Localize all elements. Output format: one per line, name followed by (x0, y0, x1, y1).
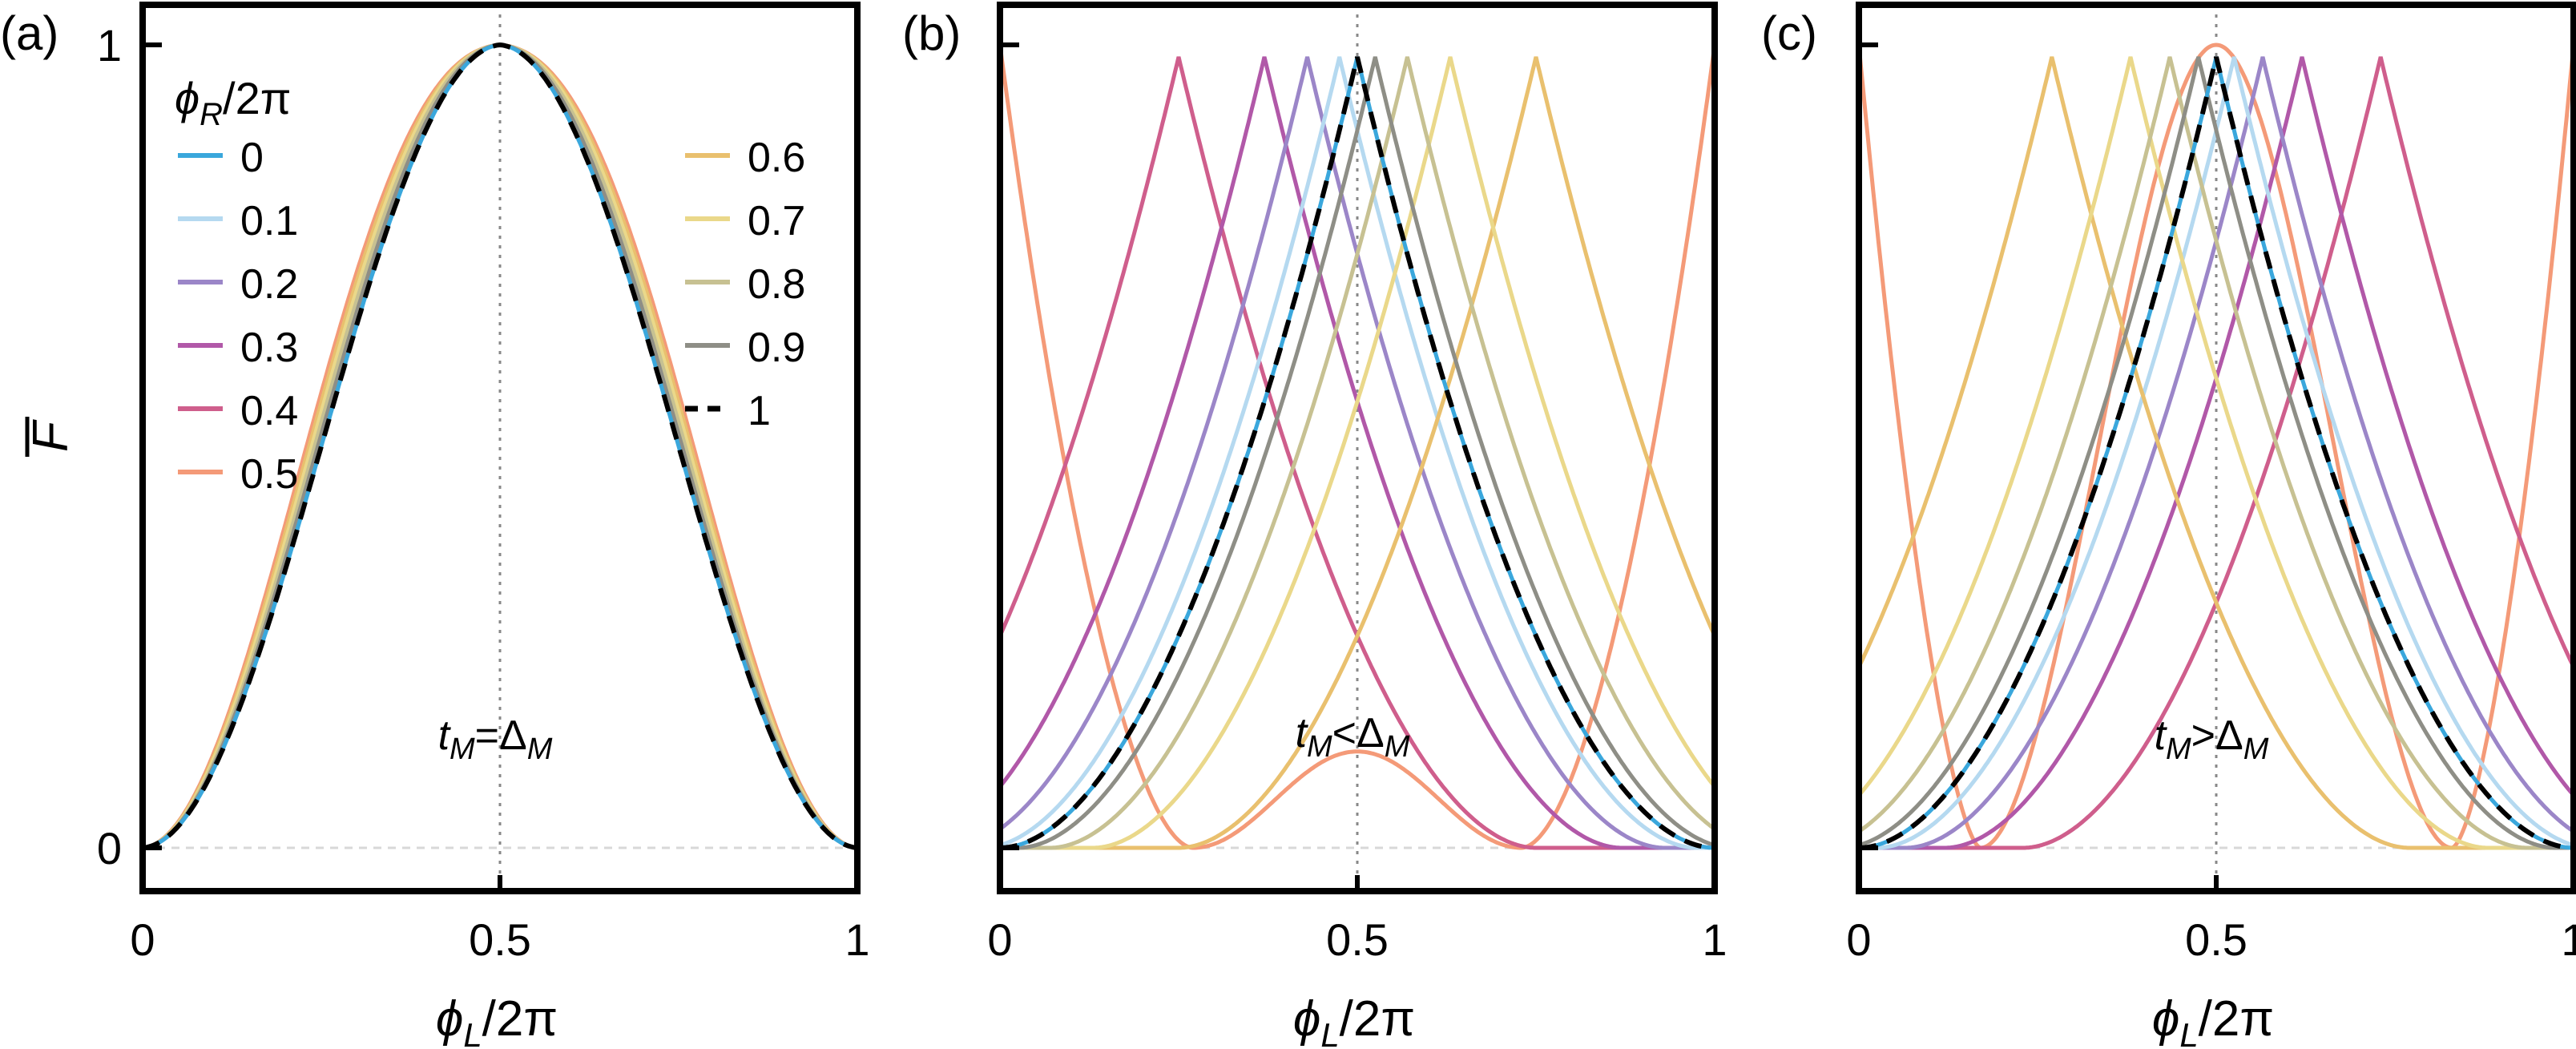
legend-item-0.8: 0.8 (685, 261, 805, 308)
condition-annotation: tM=ΔM (438, 712, 553, 766)
x-axis-title-sub: L (1320, 1016, 1339, 1049)
legend-title-sym: ϕ (175, 73, 200, 123)
series-line-phiR-0.8 (1000, 56, 1715, 850)
x-axis-title-sym: ϕ (1293, 991, 1320, 1047)
series-line-phiR-0.6 (1000, 56, 1715, 850)
series-line-phiR-1 (1000, 56, 1715, 850)
legend-label: 0.4 (240, 388, 298, 434)
legend-item-0: 0 (178, 135, 264, 181)
legend-item-0.7: 0.7 (685, 198, 805, 244)
panel-label: (a) (0, 6, 58, 60)
x-tick-label: 0 (987, 914, 1012, 965)
legend-item-1: 1 (685, 388, 771, 434)
x-axis-title-rest: /2π (1340, 991, 1415, 1047)
legend-label: 0.6 (748, 135, 805, 181)
x-axis-title-rest: /2π (2199, 991, 2274, 1047)
panel-label: (b) (902, 6, 961, 60)
legend-item-0.2: 0.2 (178, 261, 298, 308)
panel-c: 0 0.5 1 (c) tM>ΔM (1761, 2, 2576, 965)
x-axis-title-sub: L (2179, 1016, 2198, 1049)
legend-title: ϕR/2π (175, 73, 291, 132)
x-axis-title-sym: ϕ (436, 991, 463, 1047)
x-axis-title-b: ϕL/2π (1293, 991, 1415, 1049)
legend-label: 0.5 (240, 451, 298, 498)
legend-item-0.1: 0.1 (178, 198, 298, 244)
x-tick-label: 0.5 (1326, 914, 1389, 965)
x-axis-title-a: ϕL/2π (436, 991, 558, 1049)
x-axis-title-rest: /2π (482, 991, 558, 1047)
x-tick-label: 0 (130, 914, 155, 965)
legend-label: 0.2 (240, 261, 298, 308)
x-tick-label: 1 (845, 914, 869, 965)
series-line-phiR-0.9 (1000, 56, 1715, 850)
legend: ϕR/2π 0 0.1 0.2 0.3 0.4 0.5 0.6 0.7 0.8 0.9 1 (175, 73, 805, 498)
series-line-phiR-0.8 (1859, 56, 2574, 850)
x-axis-title-sym: ϕ (2152, 991, 2179, 1047)
legend-label: 0.1 (240, 198, 298, 244)
legend-title-rest: /2π (223, 73, 291, 123)
legend-label: 0 (240, 135, 264, 181)
series-line-phiR-0.7 (1859, 56, 2574, 850)
legend-item-0.3: 0.3 (178, 325, 298, 371)
x-tick-label: 1 (2561, 914, 2576, 965)
series-line-phiR-0.5 (1000, 44, 1715, 850)
condition-annotation: tM<ΔM (1296, 710, 1410, 764)
series-line-phiR-0.7 (1000, 56, 1715, 850)
legend-label: 0.8 (748, 261, 805, 308)
y-axis-title: F (23, 417, 79, 457)
panel-label: (c) (1761, 6, 1817, 60)
legend-label: 0.7 (748, 198, 805, 244)
y-tick-label: 0 (97, 823, 122, 873)
y-tick-label: 1 (97, 20, 122, 71)
x-axis-title-sub: L (463, 1016, 482, 1049)
legend-label: 0.9 (748, 325, 805, 371)
x-axis-title-c: ϕL/2π (2152, 991, 2274, 1049)
legend-label: 1 (748, 388, 771, 434)
x-tick-label: 1 (1702, 914, 1727, 965)
y-axis-title-text: F (23, 419, 79, 452)
legend-label: 0.3 (240, 325, 298, 371)
legend-item-0.5: 0.5 (178, 451, 298, 498)
series-line-phiR-0.9 (1859, 56, 2574, 850)
legend-title-sub: R (200, 97, 223, 132)
condition-annotation: tM>ΔM (2155, 712, 2269, 766)
panel-a: 0 0.5 1 0 1 (a) tM=ΔM (0, 2, 870, 965)
legend-item-0.4: 0.4 (178, 388, 298, 434)
x-tick-label: 0 (1846, 914, 1871, 965)
series-line-phiR-0.6 (1859, 56, 2574, 850)
legend-item-0.6: 0.6 (685, 135, 805, 181)
legend-item-0.9: 0.9 (685, 325, 805, 371)
series-line-phiR-1 (143, 42, 857, 850)
series-line-phiR-1 (1859, 56, 2574, 850)
panel-b: 0 0.5 1 (b) tM<ΔM (902, 2, 1727, 965)
x-tick-label: 0.5 (2185, 914, 2247, 965)
x-tick-label: 0.5 (469, 914, 531, 965)
